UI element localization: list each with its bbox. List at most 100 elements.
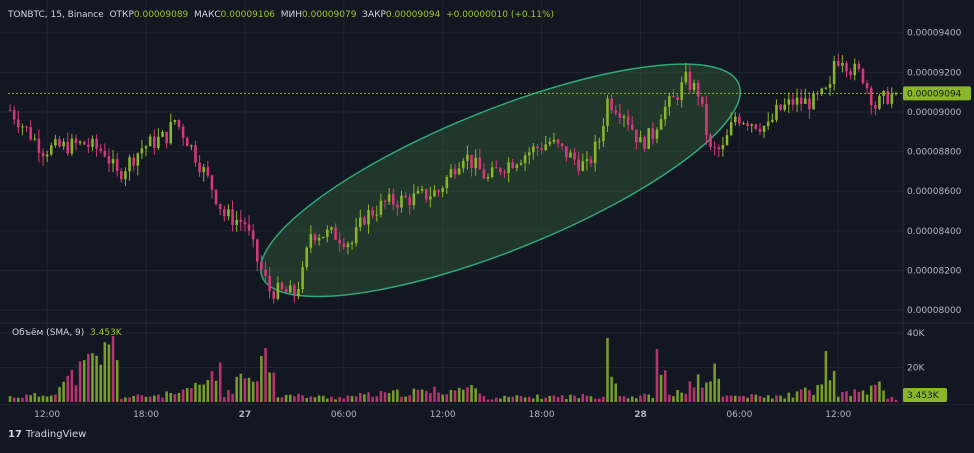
candle-body — [750, 124, 754, 126]
volume-bar — [284, 394, 288, 402]
candle-body — [276, 282, 280, 299]
time-axis-tick-label: 18:00 — [529, 410, 555, 420]
volume-bar — [37, 396, 41, 402]
tradingview-logo[interactable]: 17 TradingView — [8, 429, 86, 440]
candle-body — [787, 99, 791, 105]
volume-bar — [111, 336, 115, 402]
candle-body — [429, 196, 432, 200]
candle-body — [78, 141, 82, 144]
candle-body — [725, 135, 729, 146]
volume-bar — [354, 396, 358, 402]
volume-bar — [87, 354, 90, 402]
volume-bar — [536, 394, 539, 402]
volume-bar — [223, 397, 226, 402]
candle-body — [58, 139, 61, 147]
candle-body — [433, 190, 436, 197]
candle-body — [544, 144, 547, 151]
candle-body — [400, 195, 403, 208]
time-axis-tick-label: 06:00 — [726, 410, 752, 420]
candle-body — [882, 91, 885, 97]
candle-body — [841, 63, 844, 66]
volume-bar — [33, 393, 37, 402]
candle-body — [486, 177, 490, 179]
tradingview-logo-text: TradingView — [25, 429, 87, 440]
candle-body — [499, 168, 502, 172]
candle-body — [457, 168, 461, 175]
candle-body — [684, 71, 688, 83]
candle-body — [589, 159, 593, 164]
candle-body — [239, 219, 243, 223]
volume-bar — [437, 392, 440, 402]
candle-body — [861, 68, 865, 84]
volume-bar — [330, 396, 333, 402]
candle-body — [762, 126, 766, 132]
price-axis-tick-label: 0.00008600 — [907, 187, 962, 197]
volume-bar — [408, 395, 412, 402]
candle-body — [812, 93, 815, 110]
candle-body — [709, 135, 712, 147]
volume-bar — [247, 377, 251, 402]
candle-body — [746, 123, 749, 126]
volume-bar — [585, 395, 589, 402]
candle-body — [511, 162, 515, 168]
volume-bar — [890, 397, 894, 402]
candle-body — [676, 97, 679, 101]
candle-body — [231, 209, 234, 225]
candle-body — [573, 152, 576, 160]
volume-bar — [326, 398, 329, 402]
close-label: ЗАКР — [362, 10, 386, 20]
volume-bar — [581, 393, 585, 402]
symbol-label[interactable]: TONBTC, 15, Binance — [8, 10, 104, 20]
volume-bar — [17, 397, 20, 402]
volume-bar — [836, 396, 840, 402]
candle-body — [177, 120, 181, 127]
volume-bar — [725, 395, 729, 402]
candle-body — [8, 110, 12, 111]
candle-body — [99, 148, 102, 151]
candle-body — [808, 98, 811, 110]
volume-bars — [8, 336, 898, 402]
candle-body — [828, 84, 832, 88]
volume-bar — [301, 395, 304, 402]
candle-body — [367, 210, 370, 225]
volume-bar — [874, 384, 877, 402]
close-value: 0.00009094 — [385, 10, 441, 20]
time-axis[interactable]: 12:00 18:00 27 06:00 12:00 18:00 28 06:00 12:00 — [34, 410, 851, 420]
volume-bar — [441, 394, 444, 402]
volume-header: Объём (SMA, 9) 3.453K — [12, 328, 122, 338]
candle-body — [466, 154, 469, 161]
volume-bar — [280, 397, 284, 402]
candle-body — [503, 171, 506, 174]
volume-bar — [161, 397, 164, 402]
candle-body — [120, 170, 123, 180]
candle-body — [21, 126, 24, 128]
candle-body — [878, 96, 881, 109]
volume-bar — [713, 363, 716, 402]
volume-bar — [70, 369, 74, 402]
candle-body — [532, 146, 535, 153]
volume-indicator-label[interactable]: Объём (SMA, 9) — [12, 328, 85, 338]
candle-body — [391, 194, 395, 205]
candle-body — [288, 285, 292, 293]
volume-bar — [91, 353, 94, 402]
candle-body — [717, 147, 721, 150]
volume-axis[interactable]: 40K 20K 3.453K — [903, 329, 947, 402]
candle-body — [321, 236, 325, 238]
volume-bar — [861, 390, 865, 402]
candle-body — [268, 275, 271, 292]
volume-bar — [680, 392, 683, 402]
volume-bar — [771, 398, 774, 402]
volume-bar — [95, 355, 98, 402]
candle-body — [548, 141, 552, 145]
volume-bar — [8, 396, 12, 402]
candle-body — [523, 155, 527, 164]
volume-bar — [214, 380, 218, 402]
price-axis[interactable]: 0.00009400 0.00009200 0.00009000 0.00008800… — [903, 29, 971, 316]
volume-bar — [523, 397, 527, 402]
volume-bar — [478, 393, 482, 402]
volume-bar — [115, 360, 119, 402]
candle-body — [227, 209, 230, 217]
candle-body — [330, 227, 333, 230]
